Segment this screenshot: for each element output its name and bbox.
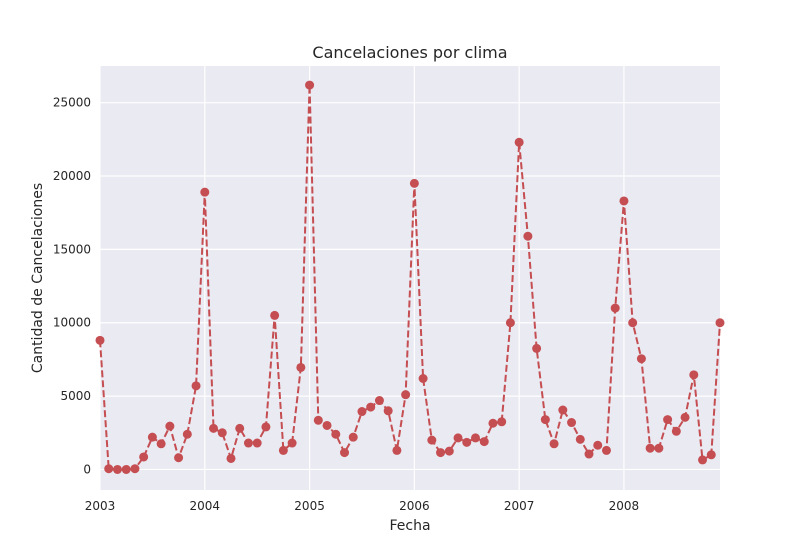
y-axis-label: Cantidad de Cancelaciones [30,183,46,373]
data-point [165,421,175,431]
data-point [453,433,463,443]
x-tick-label: 2003 [85,499,116,513]
data-point [689,370,699,380]
data-point [156,439,166,449]
data-point [610,303,620,313]
data-point [619,196,629,206]
grid [99,66,720,490]
data-point [174,453,184,463]
x-tick-labels: 2003 2004 2005 2006 2007 2008 [85,499,639,513]
data-point [470,433,480,443]
data-point [182,429,192,439]
data-point [505,318,515,328]
x-tick-label: 2005 [294,499,325,513]
data-point [401,390,411,400]
data-point [462,437,472,447]
x-tick-label: 2004 [190,499,221,513]
data-point [331,429,341,439]
series-layer [95,80,725,474]
data-point [112,464,122,474]
data-point [296,362,306,372]
data-point [706,450,716,460]
data-point [130,464,140,474]
data-point [479,437,489,447]
data-point [409,178,419,188]
data-point [305,80,315,90]
data-point [601,445,611,455]
data-point [261,422,271,432]
data-point [322,420,332,430]
data-point [357,407,367,417]
data-point [191,381,201,391]
data-point [698,455,708,465]
data-point [514,137,524,147]
data-point [200,187,210,197]
data-point [383,406,393,416]
data-point [121,464,131,474]
y-tick-label: 5000 [60,389,91,403]
data-point [497,417,507,427]
y-tick-label: 15000 [53,242,91,256]
x-tick-label: 2006 [399,499,430,513]
data-point [348,432,358,442]
data-point [243,438,253,448]
data-point [427,435,437,445]
y-tick-labels: 0 5000 10000 15000 20000 25000 [53,96,91,477]
data-point [235,423,245,433]
data-point [523,231,533,241]
data-point [366,402,376,412]
data-point [654,443,664,453]
data-point [488,418,498,428]
data-point [575,434,585,444]
plot-area [100,66,720,490]
data-point [209,423,219,433]
data-point [436,448,446,458]
y-tick-label: 20000 [53,169,91,183]
data-point [270,310,280,320]
data-point [104,464,114,474]
data-point [715,318,725,328]
data-point [392,445,402,455]
data-point [313,415,323,425]
data-point [226,453,236,463]
x-tick-label: 2008 [609,499,640,513]
data-point [671,426,681,436]
data-point [680,412,690,422]
data-point [663,415,673,425]
x-tick-label: 2007 [504,499,535,513]
data-point [374,396,384,406]
data-point [540,415,550,425]
data-point [532,343,542,353]
y-tick-label: 25000 [53,96,91,110]
data-point [278,445,288,455]
data-point [593,440,603,450]
data-point [139,452,149,462]
y-tick-label: 10000 [53,316,91,330]
data-point [252,438,262,448]
series-line [99,85,721,471]
data-point [95,335,105,345]
data-point [584,449,594,459]
data-point [147,432,157,442]
data-point [340,448,350,458]
chart-title: Cancelaciones por clima [312,43,507,62]
data-point [558,405,568,415]
data-point [444,446,454,456]
data-point [418,374,428,383]
data-point [645,443,655,453]
data-point [628,318,638,328]
data-point [217,428,227,438]
y-tick-label: 0 [83,462,91,476]
data-point [636,354,646,364]
data-point [549,439,559,449]
data-point [287,438,297,448]
x-axis-label: Fecha [389,518,430,534]
data-point [567,418,577,428]
